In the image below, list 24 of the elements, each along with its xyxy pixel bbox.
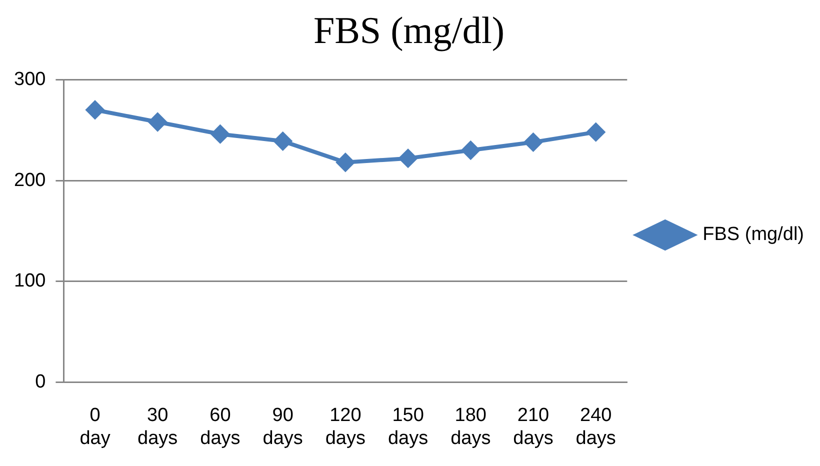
point: [524, 133, 542, 152]
point: [86, 100, 104, 119]
x-tick-label: 90 days: [262, 405, 303, 449]
point: [274, 132, 292, 150]
point: [148, 112, 167, 131]
x-tick-label: 60 days: [200, 405, 240, 449]
x-tick-label: 210 days: [513, 405, 554, 449]
point: [211, 125, 230, 144]
legend-label: FBS (mg/dl): [702, 224, 804, 246]
point: [586, 123, 605, 142]
y-tick-label: 200: [14, 170, 46, 191]
x-tick-label: 0 day: [80, 405, 111, 449]
y-tick-label: 0: [35, 372, 46, 393]
chart-title: FBS (mg/dl): [313, 10, 505, 52]
x-tick-label: 240 days: [576, 405, 616, 449]
point: [462, 141, 480, 160]
x-tick-label: 120 days: [325, 405, 366, 449]
point: [399, 149, 418, 168]
y-tick-label: 300: [14, 68, 46, 90]
y-tick-label: 100: [14, 270, 46, 292]
point: [336, 153, 354, 172]
x-tick-label: 150 days: [388, 405, 428, 449]
x-tick-label: 30 days: [138, 405, 178, 449]
x-tick-label: 180 days: [450, 405, 491, 449]
